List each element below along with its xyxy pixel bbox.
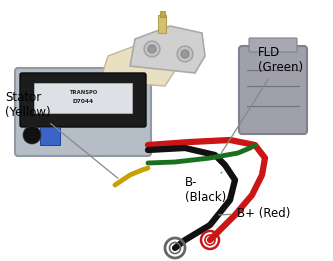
FancyBboxPatch shape — [249, 38, 297, 52]
Circle shape — [23, 126, 41, 144]
Bar — [34, 83, 132, 113]
Bar — [40, 127, 60, 145]
Text: FLD
(Green): FLD (Green) — [221, 46, 303, 153]
Bar — [160, 11, 165, 17]
Polygon shape — [100, 41, 178, 86]
FancyBboxPatch shape — [20, 73, 146, 127]
FancyBboxPatch shape — [15, 68, 151, 156]
Circle shape — [148, 45, 156, 53]
FancyBboxPatch shape — [239, 46, 307, 134]
Text: Stator
(Yellow): Stator (Yellow) — [5, 91, 118, 178]
Polygon shape — [130, 26, 205, 73]
Circle shape — [181, 50, 189, 58]
Text: D7044: D7044 — [73, 99, 94, 104]
Text: B-
(Black): B- (Black) — [185, 172, 226, 204]
Bar — [158, 15, 166, 33]
Circle shape — [144, 41, 160, 57]
Text: B+ (Red): B+ (Red) — [219, 206, 290, 220]
Text: TRANSPO: TRANSPO — [69, 90, 97, 95]
Circle shape — [177, 46, 193, 62]
